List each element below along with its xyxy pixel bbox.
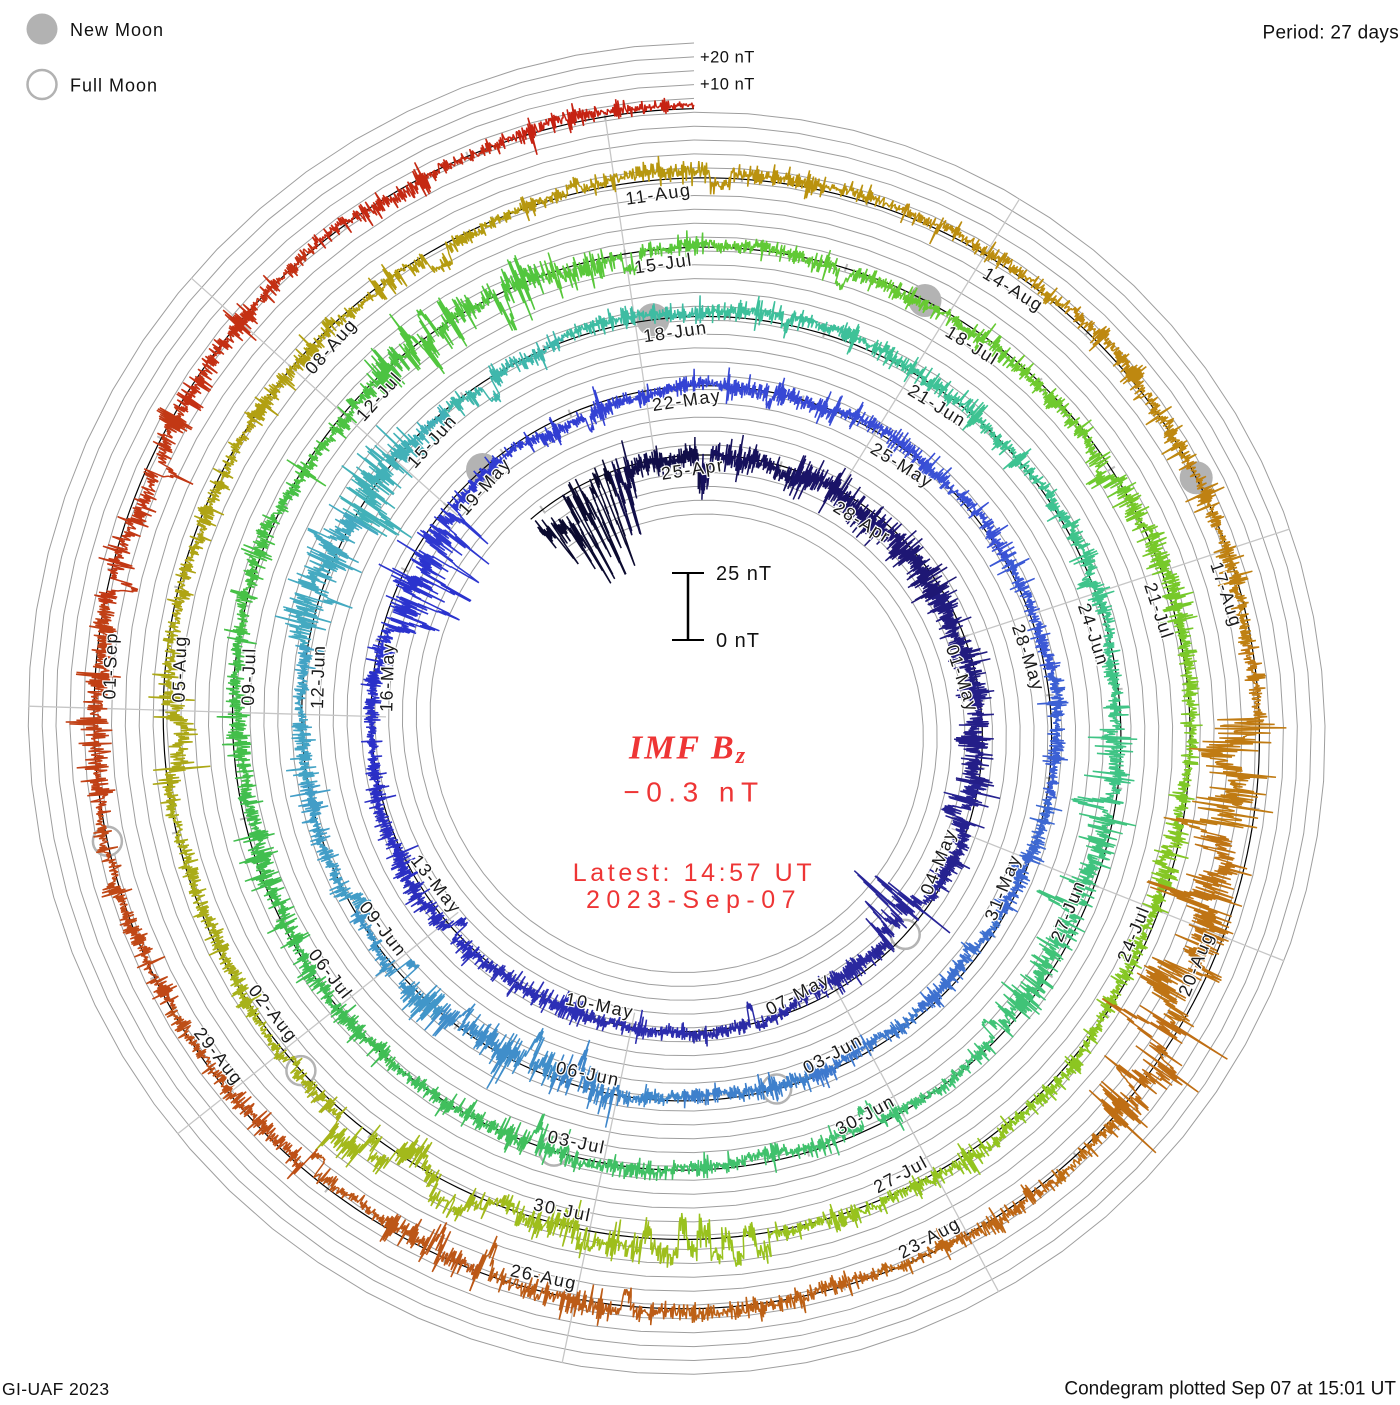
svg-text:New Moon: New Moon bbox=[70, 20, 164, 40]
svg-text:−0.3 nT: −0.3 nT bbox=[623, 777, 764, 808]
svg-text:+10 nT: +10 nT bbox=[700, 76, 755, 94]
svg-text:Full Moon: Full Moon bbox=[70, 76, 158, 96]
svg-text:Condegram plotted Sep 07 at 15: Condegram plotted Sep 07 at 15:01 UT bbox=[1064, 1379, 1396, 1400]
svg-text:12-Jun: 12-Jun bbox=[307, 644, 329, 709]
svg-text:2023-Sep-07: 2023-Sep-07 bbox=[586, 886, 802, 914]
svg-text:GI-UAF 2023: GI-UAF 2023 bbox=[2, 1379, 110, 1399]
svg-text:IMF Bz: IMF Bz bbox=[628, 730, 747, 770]
svg-text:0 nT: 0 nT bbox=[716, 630, 760, 652]
svg-text:Latest: 14:57 UT: Latest: 14:57 UT bbox=[573, 859, 815, 887]
svg-text:05-Aug: 05-Aug bbox=[169, 635, 191, 703]
svg-text:25 nT: 25 nT bbox=[716, 563, 772, 585]
svg-text:16-May: 16-May bbox=[376, 642, 398, 712]
svg-text:+20 nT: +20 nT bbox=[700, 48, 755, 66]
svg-text:01-Sep: 01-Sep bbox=[99, 631, 121, 699]
svg-text:Period: 27 days: Period: 27 days bbox=[1262, 23, 1399, 44]
svg-text:09-Jul: 09-Jul bbox=[238, 647, 260, 706]
